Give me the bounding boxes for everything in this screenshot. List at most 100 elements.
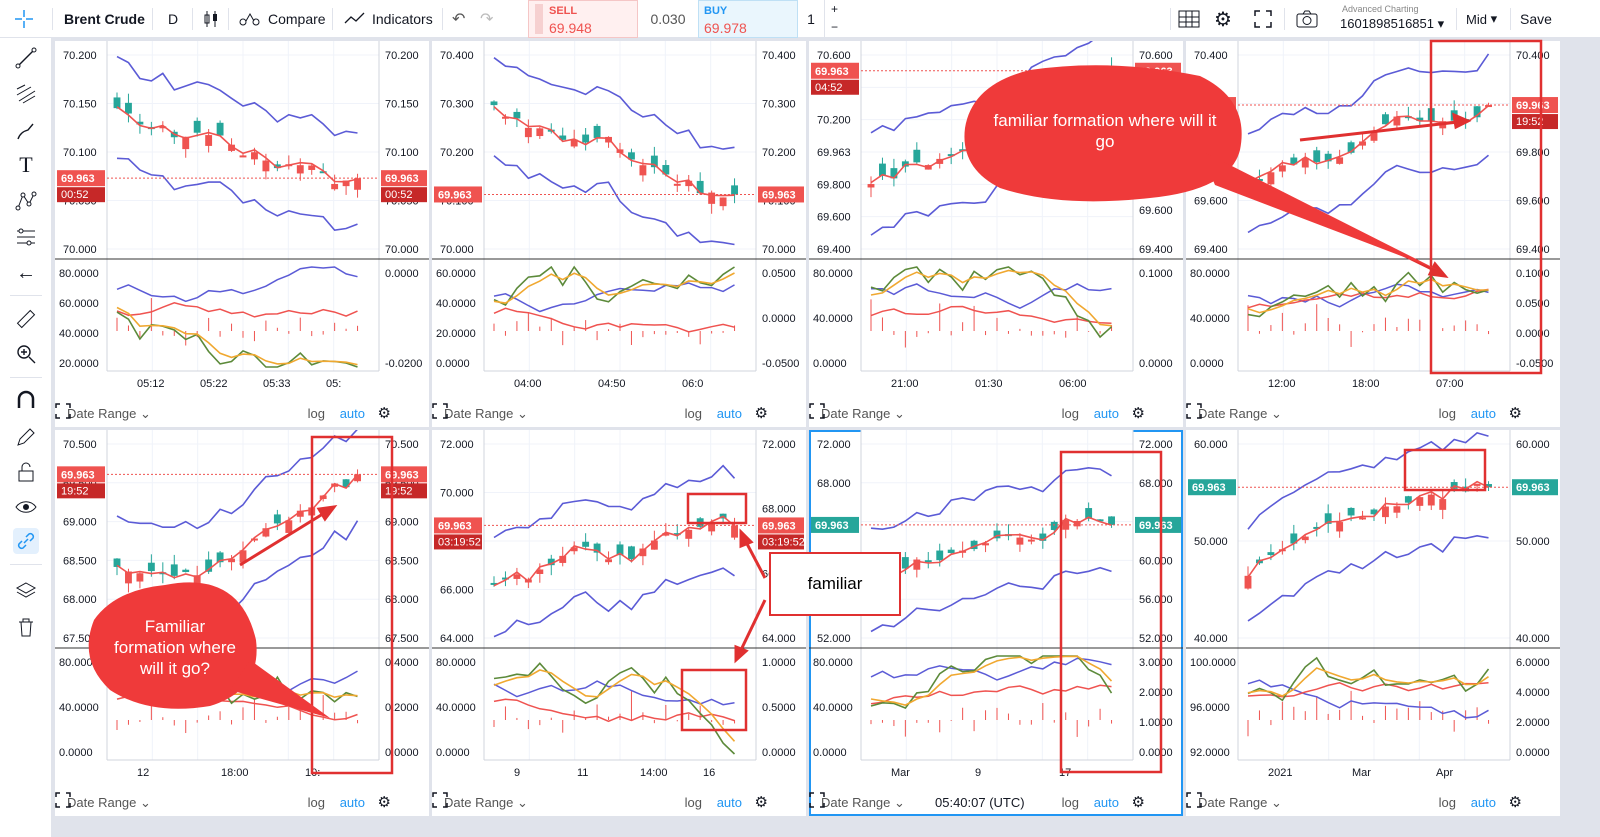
chart-pane-6[interactable]: 72.00070.00068.00066.00064.00072.00068.0… (432, 430, 806, 816)
candle-body (273, 514, 281, 524)
date-range-button[interactable]: Date Range ⌄ (67, 406, 151, 422)
indicators-button[interactable]: Indicators (344, 0, 433, 38)
date-range-button[interactable]: Date Range ⌄ (67, 795, 151, 811)
eye-icon[interactable] (13, 494, 39, 520)
quantity-stepper[interactable]: + − (824, 0, 844, 38)
redo-icon[interactable]: ↷ (480, 11, 494, 28)
crosshair-icon[interactable] (14, 0, 38, 38)
moving-average (870, 516, 1112, 578)
indicator-right-label: -0.0500 (1516, 358, 1553, 370)
settings-gear-icon[interactable]: ⚙ (377, 405, 391, 422)
left-price-label: 68.500 (63, 555, 97, 567)
fullscreen-icon[interactable] (55, 403, 71, 419)
text-tool-icon[interactable]: T (19, 152, 33, 177)
price-source-select[interactable]: Mid ▾ (1466, 0, 1497, 38)
zoom-in-icon[interactable] (13, 341, 39, 367)
date-range-button[interactable]: Date Range ⌄ (821, 406, 905, 422)
fullscreen-icon[interactable] (432, 403, 448, 419)
settings-gear-icon[interactable]: ⚙ (1508, 794, 1522, 811)
right-price-tag-label: 69.963 (762, 520, 796, 532)
log-toggle[interactable]: log (1438, 406, 1456, 421)
auto-toggle[interactable]: auto (716, 406, 742, 421)
undo-icon[interactable]: ↶ (452, 11, 466, 28)
date-range-button[interactable]: Date Range ⌄ (444, 795, 528, 811)
auto-toggle[interactable]: auto (1470, 406, 1496, 421)
layout-grid-icon[interactable] (1178, 0, 1200, 38)
candles-icon[interactable] (202, 0, 220, 38)
candle-body (502, 577, 509, 580)
arrowhead (316, 505, 338, 522)
date-range-button[interactable]: Date Range ⌄ (444, 406, 528, 422)
auto-toggle[interactable]: auto (1470, 795, 1496, 810)
fullscreen-icon[interactable] (1186, 792, 1202, 808)
symbol-search[interactable]: Brent Crude (64, 11, 145, 27)
magnet-icon[interactable] (13, 388, 39, 414)
prediction-icon[interactable] (13, 224, 39, 250)
candle-body (547, 558, 555, 566)
lock-icon[interactable] (13, 459, 39, 485)
layers-icon[interactable] (13, 578, 39, 604)
layout-name[interactable]: 1601898516851 ▾ (1340, 16, 1444, 32)
candle-body (673, 183, 681, 186)
candle-body (1404, 496, 1412, 503)
log-toggle[interactable]: log (1061, 406, 1079, 421)
fullscreen-icon[interactable] (432, 792, 448, 808)
pattern-icon[interactable] (13, 188, 39, 214)
left-price-tag-label: 69.963 (1192, 482, 1226, 494)
log-toggle[interactable]: log (1438, 795, 1456, 810)
trash-icon[interactable] (13, 614, 39, 640)
quantity-input[interactable]: 1 (807, 11, 815, 27)
log-toggle[interactable]: log (307, 795, 325, 810)
buy-button[interactable]: BUY 69.978 (698, 0, 798, 38)
fullscreen-icon[interactable] (1254, 0, 1272, 38)
settings-gear-icon[interactable]: ⚙ (1131, 405, 1145, 422)
auto-toggle[interactable]: auto (1093, 795, 1119, 810)
bollinger-upper (116, 55, 358, 137)
right-price-tag (758, 517, 804, 534)
fullscreen-icon[interactable] (1186, 403, 1202, 419)
log-toggle[interactable]: log (307, 406, 325, 421)
brush-icon[interactable] (13, 118, 39, 144)
sell-button[interactable]: SELL 69.948 (528, 0, 638, 38)
chevron-down-icon: ⌄ (1271, 406, 1282, 421)
arrow-left-icon[interactable]: ← (16, 261, 36, 284)
save-button[interactable]: Save (1520, 11, 1552, 27)
log-toggle[interactable]: log (684, 795, 702, 810)
date-range-button[interactable]: Date Range ⌄ (821, 795, 905, 811)
fullscreen-icon[interactable] (55, 792, 71, 808)
pencil-lock-icon[interactable] (13, 424, 39, 450)
date-range-label: Date Range (821, 406, 891, 421)
fullscreen-icon[interactable] (809, 792, 825, 808)
link-icon[interactable] (13, 528, 39, 554)
right-price-tag-label: 69.963 (1516, 482, 1550, 494)
left-price-label: 69.400 (1194, 244, 1228, 256)
settings-gear-icon[interactable]: ⚙ (1214, 8, 1232, 31)
chart-pane-2[interactable]: 70.40070.30070.20070.10070.00070.40070.3… (432, 41, 806, 427)
camera-icon[interactable] (1296, 0, 1318, 38)
auto-toggle[interactable]: auto (339, 795, 365, 810)
interval-button[interactable]: D (168, 11, 179, 27)
settings-gear-icon[interactable]: ⚙ (1131, 794, 1145, 811)
log-toggle[interactable]: log (684, 406, 702, 421)
trend-line-icon[interactable] (13, 45, 39, 71)
chart-pane-7[interactable]: 72.00068.00064.00060.00056.00052.00072.0… (809, 430, 1183, 816)
fullscreen-icon[interactable] (809, 403, 825, 419)
settings-gear-icon[interactable]: ⚙ (754, 405, 768, 422)
chart-pane-8[interactable]: 60.000 50.000 40.000 60.000 50.000 40.000 69.9… (1186, 430, 1560, 816)
auto-toggle[interactable]: auto (1093, 406, 1119, 421)
settings-gear-icon[interactable]: ⚙ (1508, 405, 1522, 422)
date-range-button[interactable]: Date Range ⌄ (1198, 795, 1282, 811)
settings-gear-icon[interactable]: ⚙ (754, 794, 768, 811)
compare-button[interactable]: Compare (238, 0, 326, 38)
date-range-button[interactable]: Date Range ⌄ (1198, 406, 1282, 422)
settings-gear-icon[interactable]: ⚙ (377, 794, 391, 811)
auto-toggle[interactable]: auto (716, 795, 742, 810)
annotation-arrow (738, 599, 767, 653)
chart-pane-1[interactable]: 70.20070.15070.10070.05070.00070.20070.1… (55, 41, 429, 427)
log-toggle[interactable]: log (1061, 795, 1079, 810)
candle-body (251, 152, 258, 160)
ruler-icon[interactable] (13, 306, 39, 332)
right-price-label: 69.400 (1139, 244, 1173, 256)
auto-toggle[interactable]: auto (339, 406, 365, 421)
fib-tool-icon[interactable] (13, 81, 39, 107)
